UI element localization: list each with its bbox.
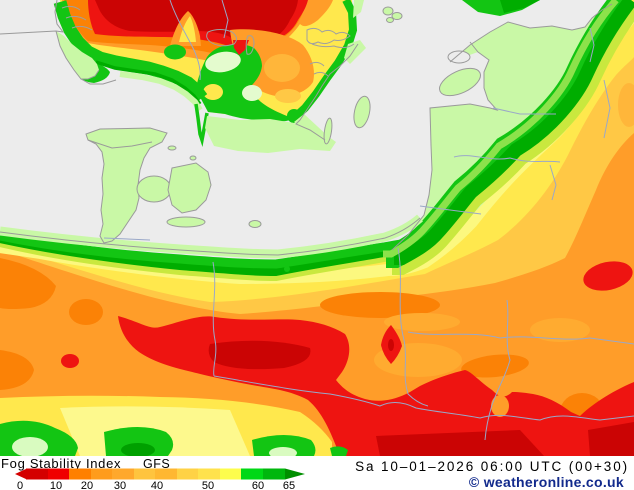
svg-text:© weatheronline.co.uk: © weatheronline.co.uk xyxy=(469,474,624,490)
svg-text:10: 10 xyxy=(50,480,62,490)
svg-text:0: 0 xyxy=(17,480,23,490)
svg-text:Sa 10–01–2026 06:00 UTC (00+30: Sa 10–01–2026 06:00 UTC (00+30) xyxy=(355,459,629,474)
svg-text:50: 50 xyxy=(202,480,214,490)
svg-text:65: 65 xyxy=(283,480,295,490)
svg-text:40: 40 xyxy=(151,480,163,490)
svg-text:GFS: GFS xyxy=(143,457,170,471)
svg-text:30: 30 xyxy=(114,480,126,490)
svg-text:60: 60 xyxy=(252,480,264,490)
svg-text:20: 20 xyxy=(81,480,93,490)
svg-text:Fog Stability Index: Fog Stability Index xyxy=(1,456,121,471)
